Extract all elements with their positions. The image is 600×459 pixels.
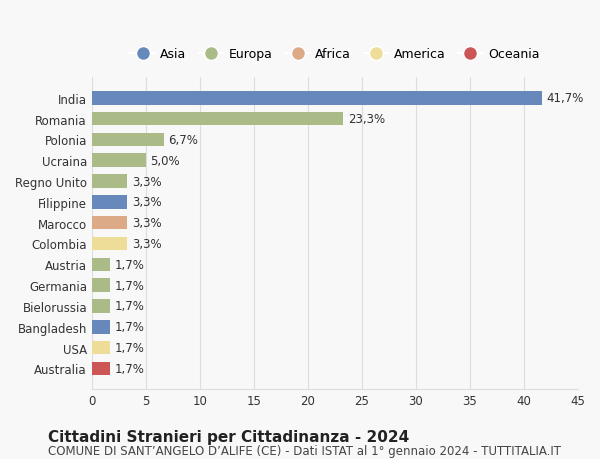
Legend: Asia, Europa, Africa, America, Oceania: Asia, Europa, Africa, America, Oceania — [125, 43, 544, 66]
Bar — [92, 341, 110, 354]
Text: 3,3%: 3,3% — [132, 196, 161, 209]
Text: 1,7%: 1,7% — [115, 300, 145, 313]
Bar — [92, 134, 164, 147]
Bar — [92, 92, 542, 105]
Text: 1,7%: 1,7% — [115, 279, 145, 292]
Text: 3,3%: 3,3% — [132, 175, 161, 188]
Bar — [92, 300, 110, 313]
Text: 3,3%: 3,3% — [132, 217, 161, 230]
Text: 6,7%: 6,7% — [169, 134, 199, 146]
Bar — [92, 320, 110, 334]
Text: 1,7%: 1,7% — [115, 320, 145, 334]
Text: 3,3%: 3,3% — [132, 237, 161, 251]
Text: 1,7%: 1,7% — [115, 258, 145, 271]
Text: Cittadini Stranieri per Cittadinanza - 2024: Cittadini Stranieri per Cittadinanza - 2… — [48, 429, 409, 444]
Bar — [92, 362, 110, 375]
Text: 5,0%: 5,0% — [150, 154, 180, 168]
Bar — [92, 112, 343, 126]
Bar — [92, 196, 127, 209]
Bar — [92, 279, 110, 292]
Text: COMUNE DI SANT’ANGELO D’ALIFE (CE) - Dati ISTAT al 1° gennaio 2024 - TUTTITALIA.: COMUNE DI SANT’ANGELO D’ALIFE (CE) - Dat… — [48, 444, 561, 458]
Text: 1,7%: 1,7% — [115, 362, 145, 375]
Bar — [92, 237, 127, 251]
Bar — [92, 154, 146, 168]
Text: 41,7%: 41,7% — [546, 92, 584, 105]
Text: 23,3%: 23,3% — [347, 113, 385, 126]
Bar — [92, 175, 127, 188]
Bar — [92, 217, 127, 230]
Text: 1,7%: 1,7% — [115, 341, 145, 354]
Bar — [92, 258, 110, 271]
